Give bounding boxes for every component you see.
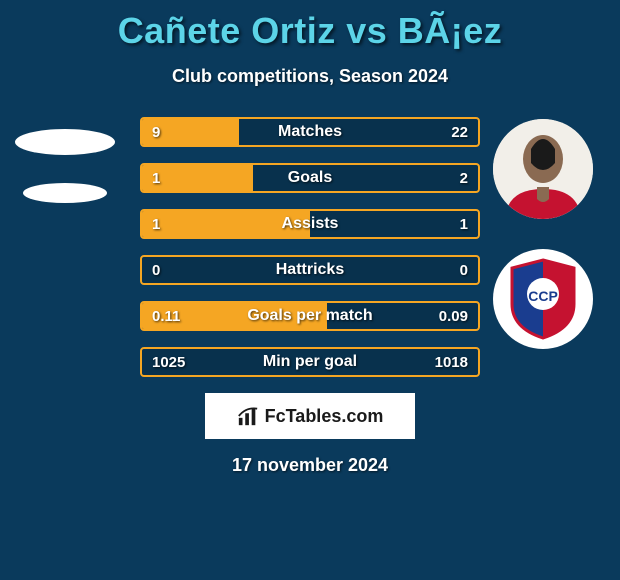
stat-row: Hattricks0 0: [140, 255, 480, 285]
stat-value-right: 2: [460, 165, 468, 191]
stat-label: Hattricks: [142, 257, 478, 283]
stat-row: Goals per match0.11 0.09: [140, 301, 480, 331]
player-photo: [493, 119, 593, 219]
stat-value-right: 22: [451, 119, 468, 145]
page-title: Cañete Ortiz vs BÃ¡ez: [0, 0, 620, 52]
stat-bars: Matches922Goals12Assists11Hattricks00Goa…: [140, 117, 480, 377]
stat-value-right: 0.09: [439, 303, 468, 329]
branding-text: FcTables.com: [265, 406, 384, 427]
player-photo-placeholder: [15, 129, 115, 155]
stat-row: Goals1 2: [140, 163, 480, 193]
left-player-column: [10, 121, 120, 231]
date-text: 17 november 2024: [0, 455, 620, 476]
branding-badge: FcTables.com: [205, 393, 415, 439]
stat-value-right: 0: [460, 257, 468, 283]
stat-value-right: 1018: [435, 349, 468, 375]
club-crest: CCP: [493, 249, 593, 349]
stat-label: Goals per match: [142, 303, 478, 329]
chart-icon: [237, 405, 259, 427]
comparison-content: CCP Matches922Goals12Assists11Hattricks0…: [0, 117, 620, 377]
stat-row: Matches9 22: [140, 117, 480, 147]
stat-value-left: 9: [152, 119, 160, 145]
stat-value-left: 1025: [152, 349, 185, 375]
right-player-column: CCP: [488, 119, 598, 349]
svg-text:CCP: CCP: [528, 288, 558, 304]
stat-value-right: 1: [460, 211, 468, 237]
stat-value-left: 1: [152, 165, 160, 191]
stat-value-left: 0.11: [152, 303, 180, 329]
stat-label: Min per goal: [142, 349, 478, 375]
stat-row: Assists1 1: [140, 209, 480, 239]
club-crest-placeholder: [23, 183, 107, 203]
stat-label: Matches: [142, 119, 478, 145]
page-subtitle: Club competitions, Season 2024: [0, 66, 620, 87]
stat-value-left: 1: [152, 211, 160, 237]
person-icon: [493, 119, 593, 219]
stat-label: Goals: [142, 165, 478, 191]
shield-icon: CCP: [508, 258, 578, 340]
stat-row: Min per goal1025 1018: [140, 347, 480, 377]
stat-value-left: 0: [152, 257, 160, 283]
stat-label: Assists: [142, 211, 478, 237]
